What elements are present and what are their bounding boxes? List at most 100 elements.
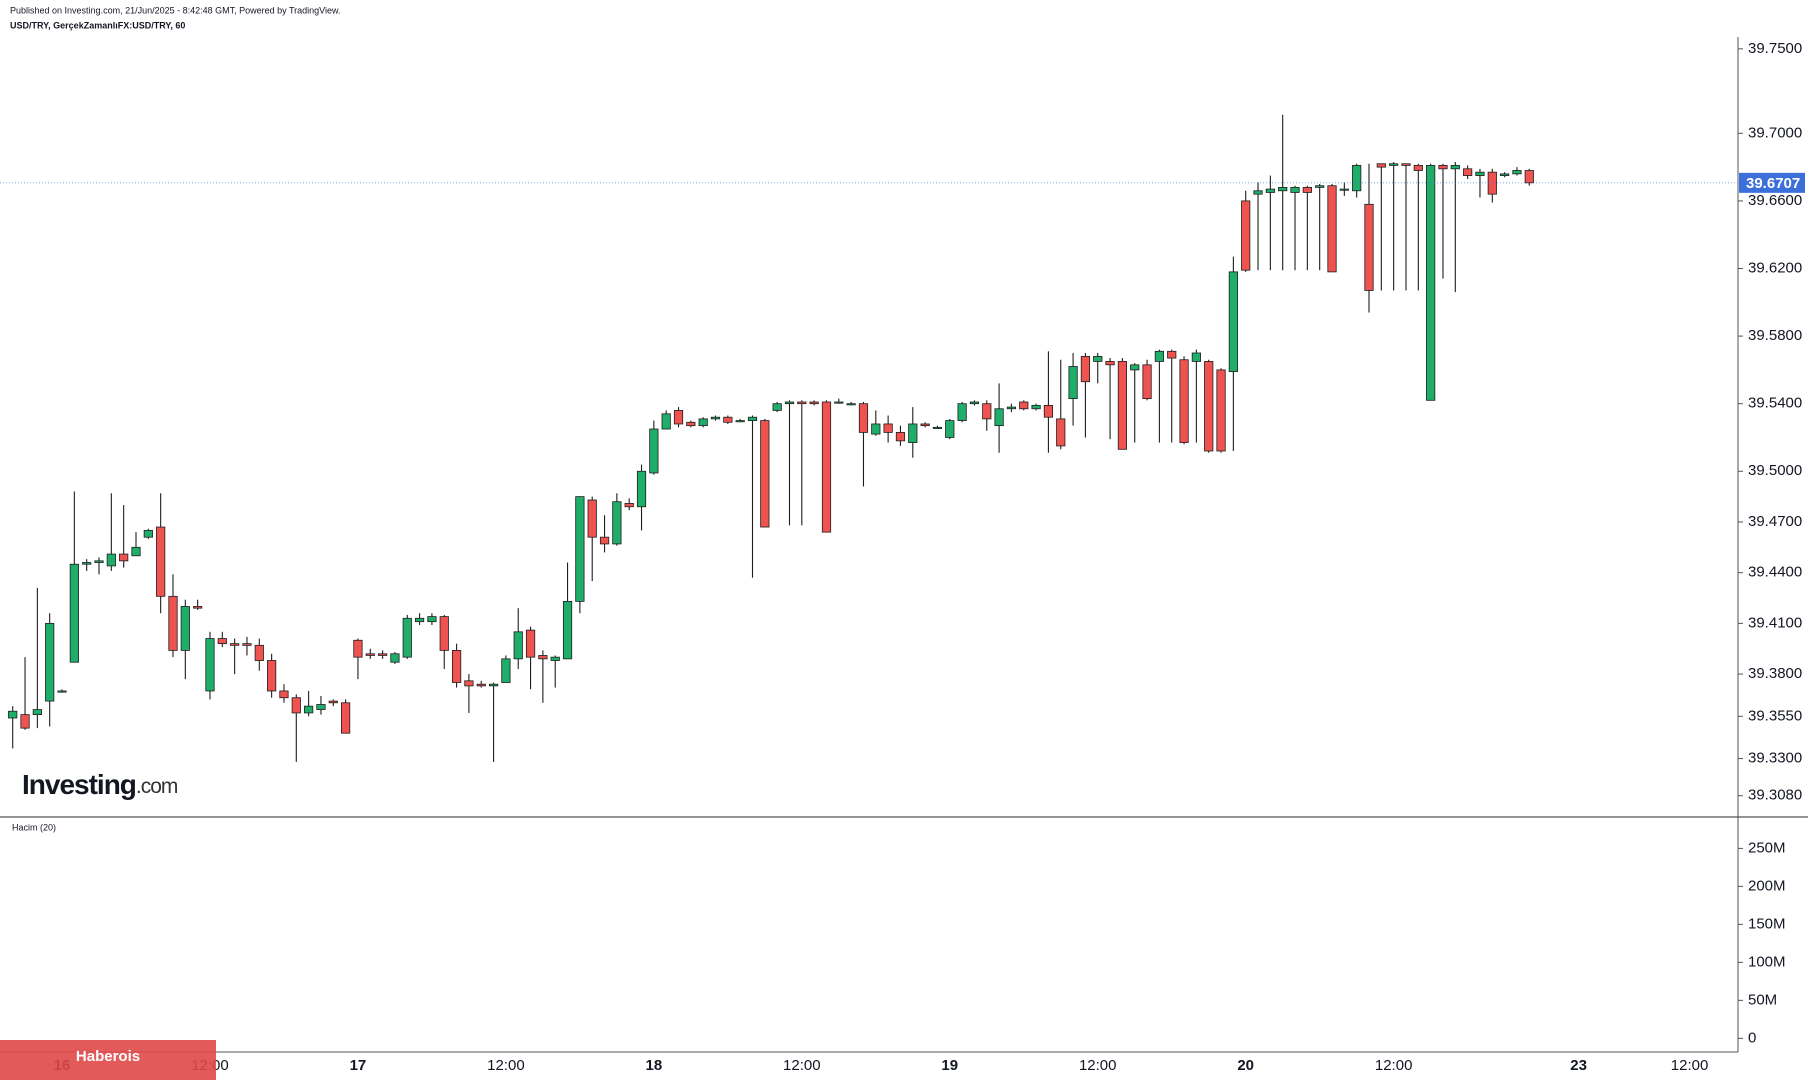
candle-body (1130, 364, 1140, 371)
candle-body (550, 656, 560, 661)
candle-body (846, 403, 856, 406)
x-tick-label: 20 (1237, 1057, 1254, 1074)
candle-body (390, 653, 400, 663)
candle-body (501, 658, 511, 683)
candle-body (1302, 186, 1312, 193)
candle-body (230, 643, 240, 646)
candle-body (525, 629, 536, 658)
candle-body (1019, 401, 1029, 410)
candle-body (994, 408, 1004, 427)
candle-body (969, 401, 980, 405)
x-tick-label: 17 (350, 1057, 367, 1074)
candle-body (562, 600, 573, 660)
candle-body (587, 499, 597, 538)
candle-body (649, 428, 659, 474)
candle-body (242, 643, 252, 646)
x-tick-label: 12:00 (783, 1057, 821, 1074)
candle-body (908, 423, 918, 443)
candle-body (760, 420, 770, 528)
plot: 39.7500 39.7000 39.6600 39.6200 39.5800 39.54… (0, 40, 1805, 1074)
candle-body (254, 644, 264, 661)
candle-body (661, 413, 671, 430)
candle-body (328, 700, 338, 704)
candle-body (1352, 165, 1362, 192)
candle-body (1043, 404, 1054, 418)
candle-body (636, 470, 647, 508)
candle-body (1475, 171, 1485, 176)
candle-body (205, 638, 215, 692)
y-tick-label: 39.5000 (1748, 462, 1802, 479)
logo: Investing.com (22, 769, 178, 800)
y-tick-label: 39.6600 (1748, 192, 1802, 209)
candle-body (1253, 190, 1263, 195)
symbol-line: USD/TRY, GerçekZamanlıFX:USD/TRY, 60 (10, 20, 185, 30)
candle-body (1376, 163, 1386, 168)
watermark: Haberois (76, 1048, 140, 1065)
candle-body (279, 690, 289, 699)
candle-body (1426, 165, 1436, 401)
watermark-box (0, 1040, 216, 1080)
published-note: Published on Investing.com, 21/Jun/2025 … (10, 5, 341, 15)
candle-body (1142, 364, 1152, 400)
y-tick-label: 39.5400 (1748, 395, 1802, 412)
y-tick-label: 150M (1748, 915, 1786, 932)
candle-body (143, 530, 153, 538)
candle-body (377, 653, 388, 656)
candle-body (513, 631, 523, 660)
candle-body (217, 638, 227, 645)
candle-body (1327, 185, 1337, 273)
candle-body (1204, 361, 1214, 452)
y-tick-label: 39.3300 (1748, 750, 1802, 767)
candle-body (193, 606, 203, 609)
candle-body (1056, 418, 1066, 447)
candle-body (784, 401, 795, 405)
candle-body (156, 526, 166, 597)
candle-body (834, 401, 844, 404)
candle-body (291, 697, 301, 714)
candle-body (1315, 185, 1325, 188)
candle-body (82, 562, 92, 565)
candle-body (1487, 171, 1497, 195)
candle-body (673, 410, 684, 425)
candle-body (20, 714, 30, 729)
candle-body (1080, 355, 1091, 383)
y-tick-label: 39.7500 (1748, 40, 1802, 57)
candle-body (809, 401, 819, 405)
candle-body (69, 563, 79, 663)
logo-brand: Investing (22, 769, 136, 800)
candle-body (45, 622, 55, 702)
candle-body (464, 680, 474, 687)
last-price-box (1739, 172, 1805, 193)
y-tick-label: 0 (1748, 1029, 1756, 1046)
y-tick-label: 39.3080 (1748, 787, 1802, 804)
candle-body (94, 560, 104, 563)
y-tick-label: 250M (1748, 839, 1786, 856)
x-tick-label: 19 (941, 1057, 958, 1074)
candle-body (723, 416, 733, 423)
candle-body (624, 502, 634, 508)
candle-body (883, 423, 893, 433)
y-tick-label: 100M (1748, 953, 1786, 970)
candle-body (1265, 188, 1275, 193)
candle-body (32, 709, 42, 716)
y-tick-label: 39.4700 (1748, 513, 1802, 530)
y-tick-label: 39.5800 (1748, 327, 1802, 344)
logo-suffix: .com (136, 775, 178, 798)
candle-body (1167, 350, 1177, 359)
candle-body (1228, 271, 1238, 372)
candle-body (932, 426, 943, 429)
candle-body (1364, 203, 1374, 291)
candle-body (895, 432, 906, 442)
candle-body (365, 653, 375, 656)
candle-body (304, 705, 314, 714)
candle-body (735, 420, 745, 423)
candle-body (488, 683, 499, 687)
candle-body (575, 496, 585, 602)
candle-body (353, 639, 363, 658)
candle-body (8, 710, 18, 719)
candle-body (1463, 168, 1473, 176)
candle-body (1105, 361, 1115, 366)
candle-body (698, 418, 708, 427)
pane-title: Hacim (20) (12, 822, 56, 832)
